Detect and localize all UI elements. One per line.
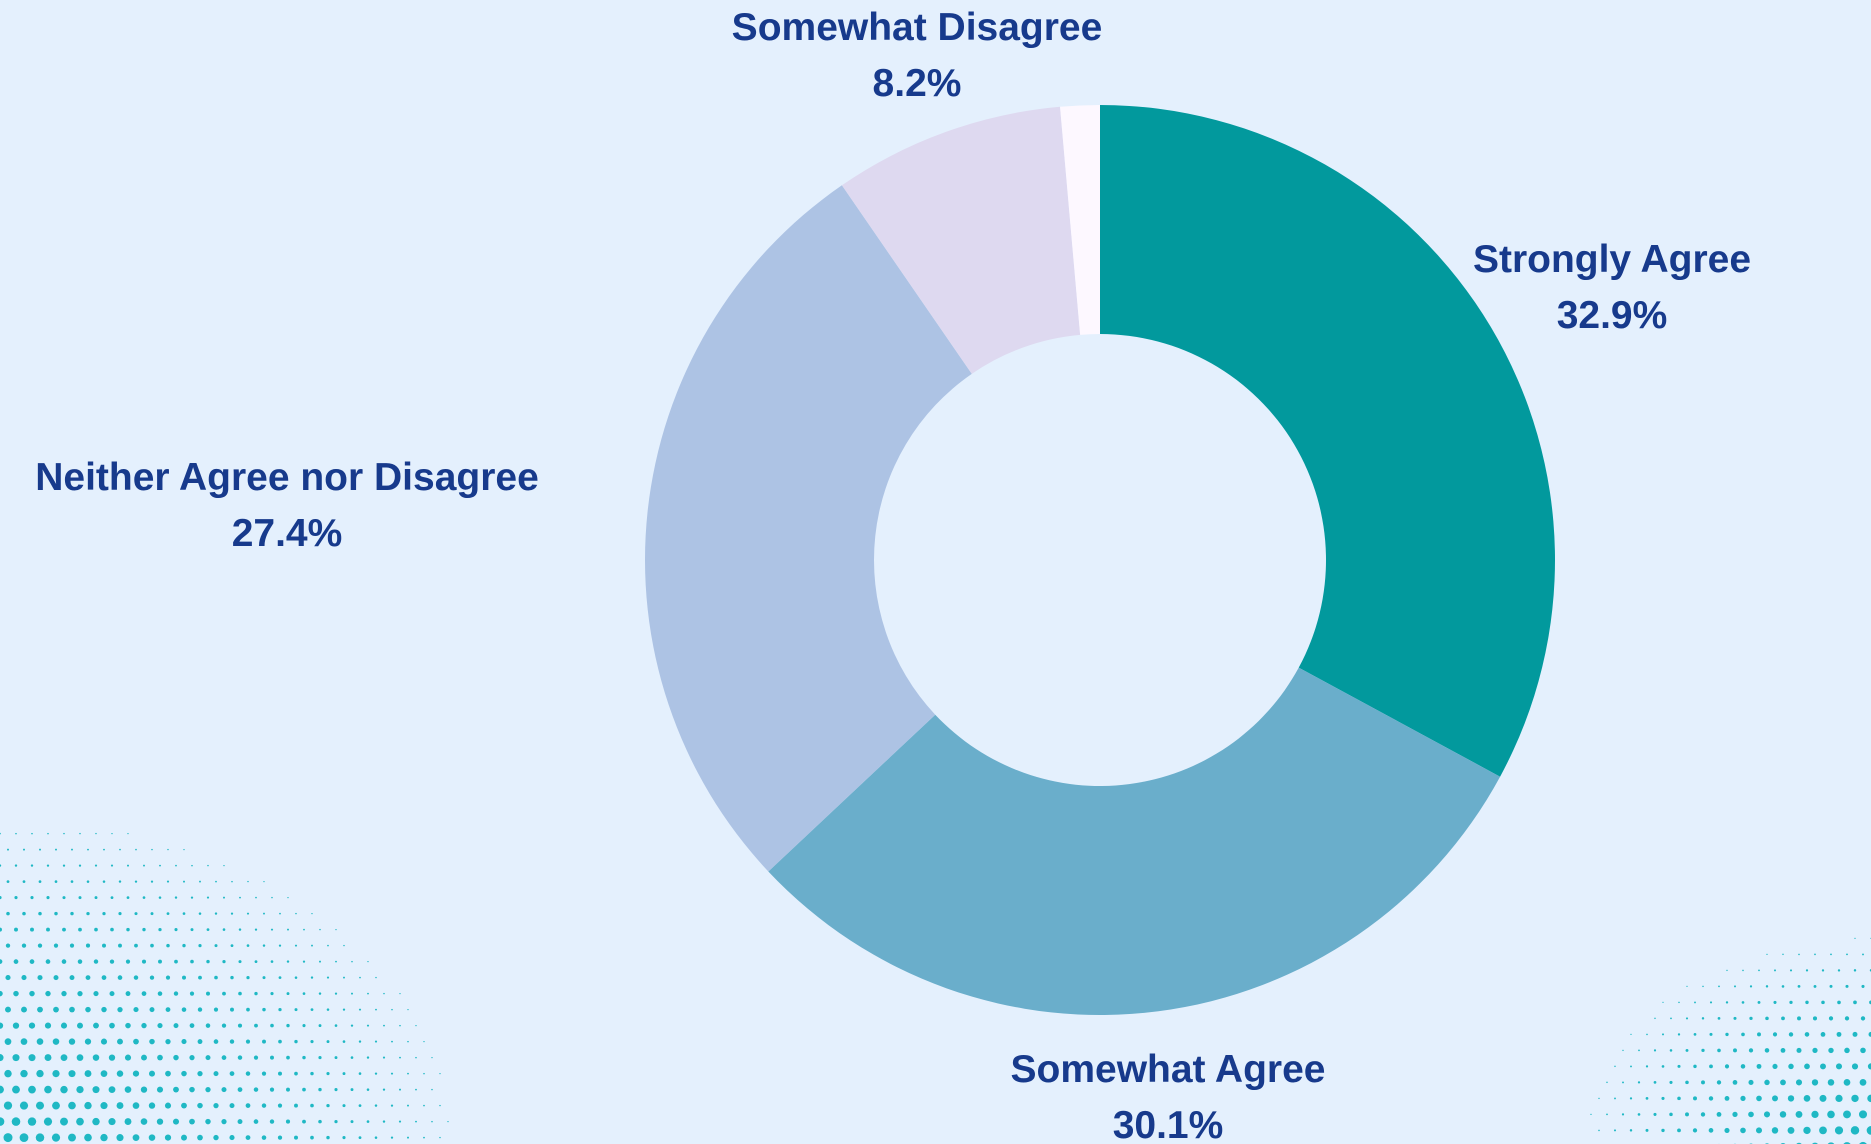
donut-slice-somewhat-agree (768, 667, 1501, 1016)
donut-slice-strongly-agree (1100, 105, 1555, 777)
slice-name: Somewhat Disagree (731, 6, 1103, 49)
halftone-dots (0, 832, 1871, 1144)
donut-slice-other (1060, 105, 1100, 335)
donut-slice-neither-agree-nor-disagree (644, 185, 972, 872)
slice-name: Strongly Agree (1472, 238, 1752, 281)
slice-value: 30.1% (1112, 1104, 1224, 1144)
slice-value: 27.4% (231, 512, 343, 555)
slice-name: Somewhat Agree (1010, 1048, 1326, 1091)
slice-value: 32.9% (1556, 294, 1668, 337)
slice-value: 8.2% (872, 62, 962, 105)
donut-slice-somewhat-disagree (841, 106, 1081, 374)
slice-name: Neither Agree nor Disagree (35, 456, 539, 499)
